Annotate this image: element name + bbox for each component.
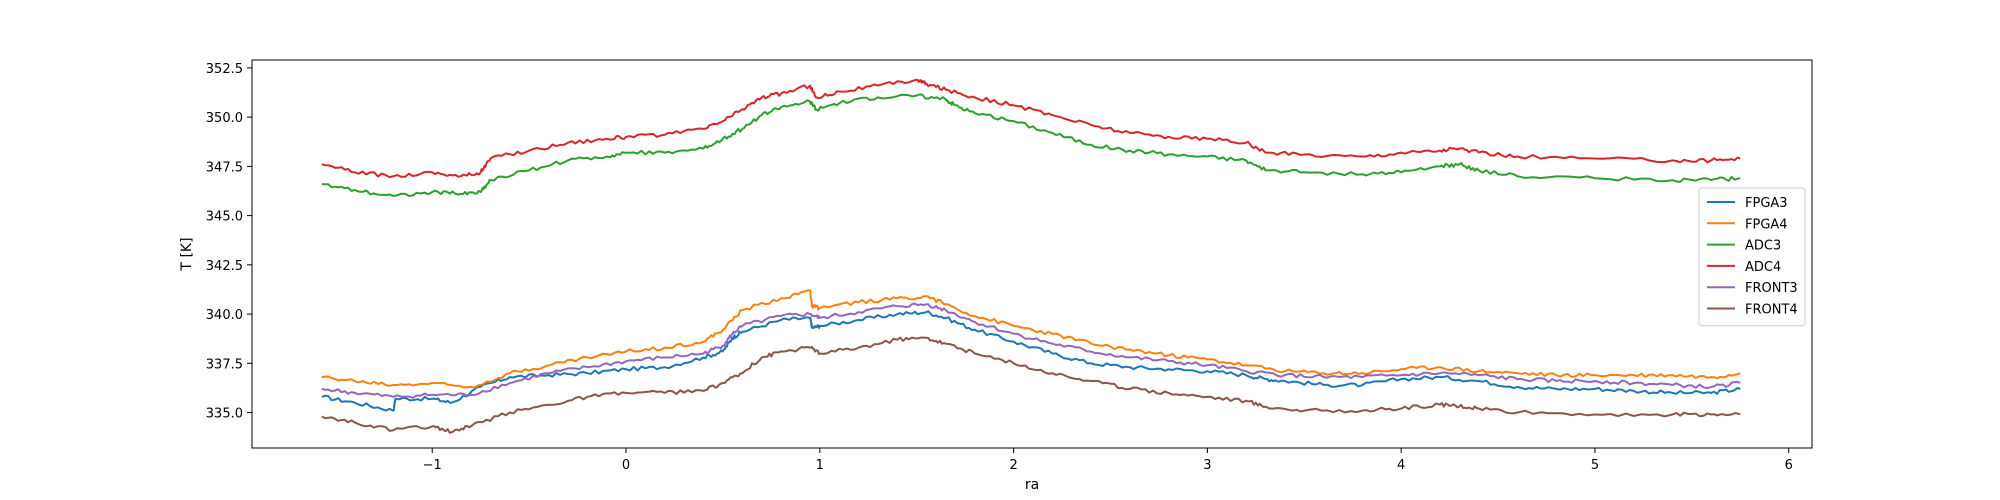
plot-frame — [251, 59, 1813, 449]
legend-label-fpga4: FPGA4 — [1745, 217, 1788, 232]
y-axis-label: T [K] — [179, 237, 195, 271]
x-tick-label: 1 — [816, 458, 824, 473]
x-tick-label: 4 — [1397, 458, 1405, 473]
legend: FPGA3 FPGA4 ADC3 ADC4 FRONT3 FRONT4 — [1698, 187, 1806, 327]
x-axis: −1 0 1 2 3 4 5 6 — [423, 448, 1793, 473]
series-line-fpga4 — [321, 289, 1741, 389]
y-tick-label: 337.5 — [206, 357, 243, 372]
series-line-adc4 — [321, 78, 1741, 179]
y-tick-label: 350.0 — [206, 111, 243, 126]
y-axis: 335.0 337.5 340.0 342.5 345.0 347.5 350.0 352.5 — [206, 62, 252, 422]
x-axis-label: ra — [1025, 477, 1039, 493]
legend-label-front3: FRONT3 — [1745, 281, 1798, 296]
y-tick-label: 342.5 — [206, 259, 243, 274]
y-tick-label: 347.5 — [206, 160, 243, 175]
x-tick-label: 2 — [1009, 458, 1017, 473]
series-line-front3 — [321, 302, 1741, 399]
x-tick-label: 6 — [1785, 458, 1793, 473]
y-tick-label: 335.0 — [206, 407, 243, 422]
series-line-fpga3 — [321, 310, 1741, 412]
x-tick-label: 3 — [1203, 458, 1211, 473]
x-tick-label: −1 — [423, 458, 442, 473]
x-tick-label: 5 — [1591, 458, 1599, 473]
legend-label-adc3: ADC3 — [1745, 239, 1781, 254]
series-line-adc3 — [321, 93, 1741, 197]
y-tick-label: 352.5 — [206, 62, 243, 77]
series-line-front4 — [321, 336, 1741, 434]
legend-label-fpga3: FPGA3 — [1745, 196, 1788, 211]
legend-label-adc4: ADC4 — [1745, 260, 1781, 275]
y-tick-label: 340.0 — [206, 308, 243, 323]
y-tick-label: 345.0 — [206, 210, 243, 225]
series-layer — [321, 78, 1741, 434]
x-tick-label: 0 — [622, 458, 630, 473]
legend-label-front4: FRONT4 — [1745, 303, 1798, 318]
